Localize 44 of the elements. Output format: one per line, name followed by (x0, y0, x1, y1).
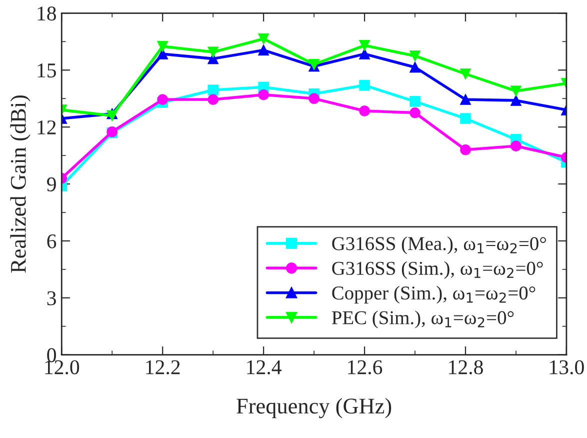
y-tick-label: 15 (38, 64, 56, 78)
x-tick-label: 12.2 (146, 360, 180, 374)
y-axis-title: Realized Gain (dBi) (10, 95, 30, 273)
point (410, 50, 420, 62)
y-tick-label: 0 (47, 348, 56, 362)
point (510, 86, 522, 96)
point (510, 95, 522, 106)
point (460, 94, 471, 105)
legend-label: G316SS (Mea.), ω$_{1}$=ω$_{2}$=0° (332, 236, 546, 254)
point (157, 40, 168, 52)
point (359, 40, 370, 51)
point (208, 46, 218, 58)
x-tick-label: 12.0 (45, 360, 80, 374)
y-tick-label: 9 (47, 177, 56, 192)
x-tick-label: 12.8 (449, 360, 483, 374)
point (258, 44, 269, 56)
point (359, 80, 370, 91)
point (410, 96, 420, 107)
y-tick-label: 18 (38, 6, 56, 21)
point (157, 94, 168, 105)
point (410, 62, 420, 73)
point (510, 140, 522, 152)
point (157, 48, 168, 60)
point (308, 93, 320, 104)
x-axis-title: Frequency (GHz) (236, 398, 392, 418)
point (460, 113, 471, 124)
point (208, 94, 218, 105)
x-tick-label: 13.0 (550, 360, 584, 374)
point (359, 48, 370, 60)
point (258, 33, 269, 44)
legend-label: G316SS (Sim.), ω$_{1}$=ω$_{2}$=0° (332, 261, 543, 279)
point (258, 89, 269, 100)
y-tick-label: 12 (38, 120, 56, 134)
point (410, 107, 420, 118)
y-tick-label: 6 (47, 234, 56, 248)
x-tick-label: 12.6 (348, 360, 382, 374)
point (460, 144, 471, 156)
point (208, 84, 218, 96)
legend-label: Copper (Sim.), ω$_{1}$=ω$_{2}$=0° (332, 286, 536, 304)
legend-label: PEC (Sim.), ω$_{1}$=ω$_{2}$=0° (332, 310, 514, 328)
point (460, 68, 471, 80)
y-tick-label: 3 (47, 291, 56, 306)
x-tick-label: 12.4 (247, 360, 282, 374)
point (359, 106, 370, 116)
